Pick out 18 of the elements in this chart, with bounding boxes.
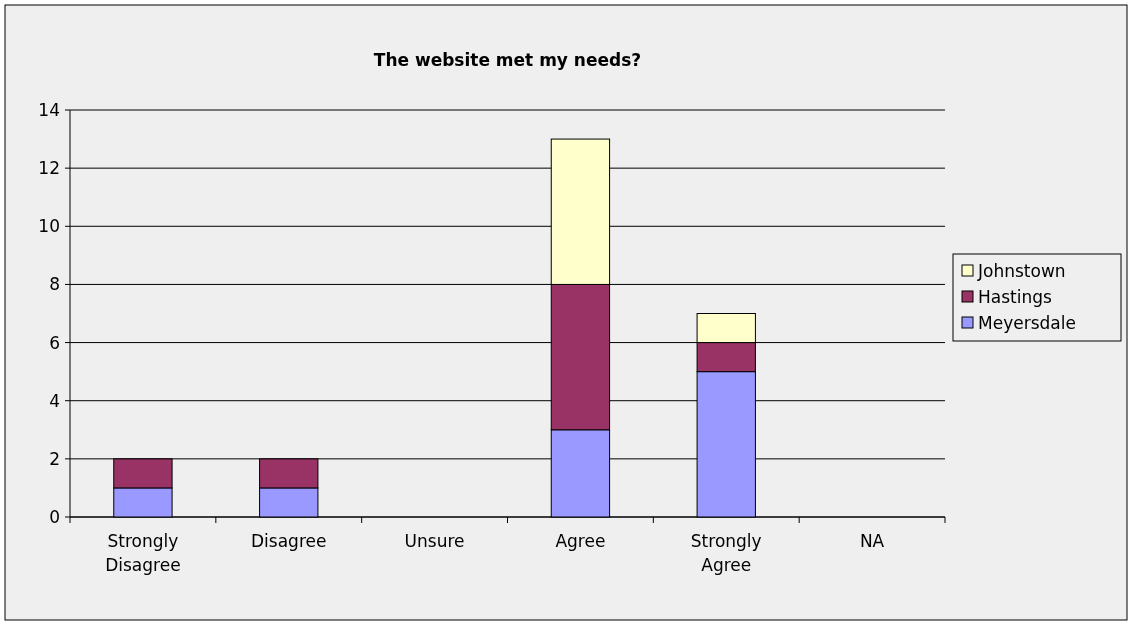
y-tick-label: 2 (49, 448, 60, 469)
y-tick-label: 6 (49, 332, 60, 353)
y-tick-label: 14 (38, 99, 60, 120)
y-tick-label: 8 (49, 274, 60, 295)
x-tick-label: Agree (555, 531, 606, 551)
x-tick-label: NA (859, 531, 885, 551)
x-tick-label: Strongly Disagree (105, 531, 181, 575)
x-tick-label: Disagree (251, 531, 327, 551)
legend-label: Meyersdale (978, 312, 1076, 333)
y-tick-label: 0 (49, 506, 60, 527)
legend-label: Johnstown (977, 260, 1066, 281)
legend-label: Hastings (978, 286, 1053, 307)
y-tick-label: 12 (38, 158, 60, 179)
x-tick-label: Unsure (404, 531, 465, 551)
y-tick-label: 4 (49, 390, 60, 411)
x-tick-label: Strongly Agree (690, 531, 762, 575)
chart-title: The website met my needs? (373, 50, 642, 70)
y-tick-label: 10 (38, 216, 60, 237)
